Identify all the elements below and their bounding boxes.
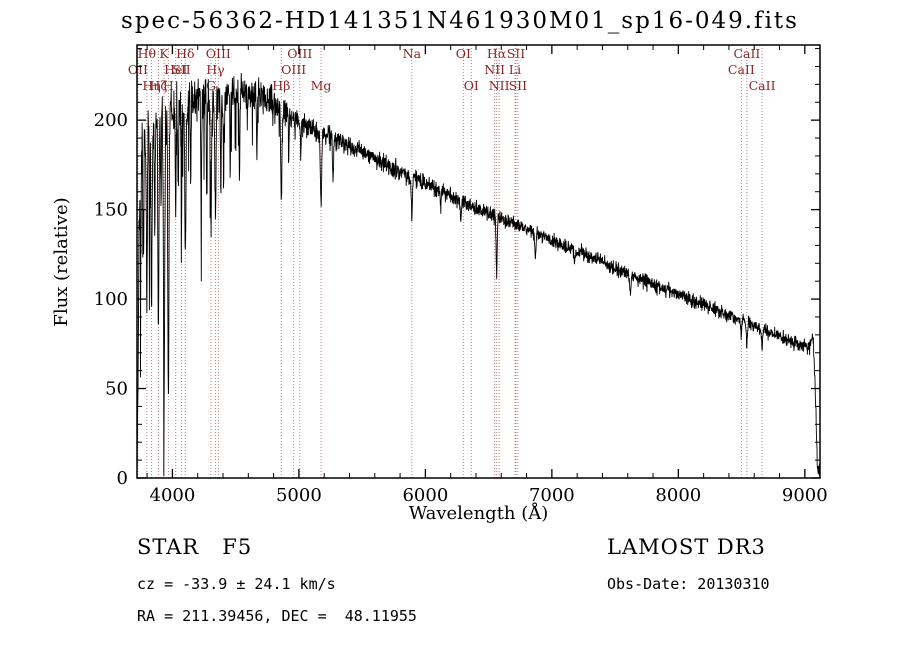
x-tick-label: 7000 — [529, 485, 575, 506]
spectral-line-label: OIII — [206, 46, 231, 61]
spectral-line-label: CaII — [749, 78, 776, 93]
classification-text: STAR F5 — [137, 535, 253, 559]
spectral-line-label: Hγ — [206, 62, 224, 77]
spectral-line-label: H — [163, 78, 174, 93]
spectral-line-label: OI — [464, 78, 479, 93]
spectral-line-label: G — [206, 78, 216, 93]
x-axis-label: Wavelength (Å) — [408, 503, 549, 524]
spectral-line-label: SII — [172, 62, 191, 77]
spectral-line-label: NII — [484, 62, 505, 77]
spectral-line-label: Hδ — [176, 46, 194, 61]
spectral-line-label: CaII — [728, 62, 755, 77]
radial-velocity-text: cz = -33.9 ± 24.1 km/s — [137, 575, 336, 593]
spectral-line-label: OIII — [287, 46, 312, 61]
spectral-line-label: K — [159, 46, 169, 61]
spectral-line-label: Mg — [311, 78, 332, 93]
y-tick-label: 200 — [94, 110, 128, 131]
survey-release-text: LAMOST DR3 — [607, 535, 766, 559]
plot-title: spec-56362-HD141351N461930M01_sp16-049.f… — [121, 8, 799, 34]
y-tick-label: 100 — [94, 289, 128, 310]
y-tick-label: 0 — [117, 468, 128, 489]
spectrum-path — [136, 72, 821, 477]
spectral-line-label: NII — [489, 78, 510, 93]
axis-box — [136, 44, 821, 479]
spectral-line-label: Hζ — [150, 78, 168, 93]
spectral-line-label: Hη — [142, 78, 160, 93]
y-axis-label: Flux (relative) — [51, 197, 72, 327]
spectral-line-label: OIII — [281, 62, 306, 77]
x-tick-label: 5000 — [276, 485, 322, 506]
obs-date-text: Obs-Date: 20130310 — [607, 575, 770, 593]
spectral-line-label: HeI — [164, 62, 187, 77]
spectral-line-label: Hβ — [272, 78, 290, 93]
spectral-line-label: SII — [509, 78, 528, 93]
spectral-line-label: Hα — [487, 46, 507, 61]
spectral-line-label: OI — [456, 46, 471, 61]
x-tick-label: 9000 — [782, 485, 828, 506]
x-tick-label: 4000 — [150, 485, 196, 506]
spectral-line-label: Na — [403, 46, 422, 61]
spectral-line-label: SII — [507, 46, 526, 61]
x-tick-label: 6000 — [402, 485, 448, 506]
spectral-line-label: OII — [128, 62, 148, 77]
spectral-line-label: CaII — [733, 46, 760, 61]
x-tick-label: 8000 — [655, 485, 701, 506]
coordinates-text: RA = 211.39456, DEC = 48.11955 — [137, 607, 417, 625]
spectral-line-label: Li — [509, 62, 521, 77]
y-tick-label: 50 — [105, 379, 128, 400]
y-tick-label: 150 — [94, 200, 128, 221]
